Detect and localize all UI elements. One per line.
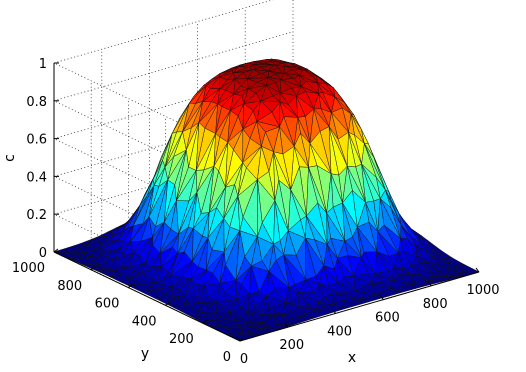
y-tick-label: 200	[169, 332, 194, 347]
mesh-triangle	[389, 288, 399, 297]
x-tick-label: 600	[375, 311, 400, 326]
y-tick-mark	[128, 284, 133, 289]
z-tick-label: 0.8	[26, 95, 47, 110]
x-tick-mark	[427, 281, 432, 287]
mesh-triangle	[422, 279, 435, 287]
axes	[53, 62, 480, 342]
y-tick-mark	[202, 319, 208, 324]
x-tick-mark	[379, 295, 384, 300]
mesh-triangle	[441, 276, 451, 282]
mesh-triangle	[292, 315, 303, 326]
wall-grid-line	[53, 62, 241, 153]
x-tick-label: 400	[327, 324, 352, 339]
x-tick-label: 0	[240, 352, 248, 367]
wall-grid-line	[53, 0, 274, 64]
y-tick-mark	[239, 337, 245, 342]
y-axis-label: y	[141, 346, 149, 362]
z-tick-label: 1	[39, 57, 47, 72]
mesh-triangle	[347, 299, 362, 309]
x-tick-label: 800	[423, 297, 448, 312]
z-axis-label: c	[2, 154, 18, 162]
wall-grid-line	[53, 213, 241, 304]
mesh-triangle	[312, 309, 321, 319]
y-tick-label: 800	[57, 279, 82, 294]
wall-grid-line	[53, 176, 241, 266]
y-tick-label: 600	[95, 297, 120, 312]
y-axis-line	[53, 251, 241, 342]
mesh-triangle	[368, 294, 380, 303]
mesh-triangle	[98, 232, 108, 237]
z-tick-label: 0	[39, 246, 47, 261]
x-tick-mark	[332, 309, 337, 314]
x-tick-mark	[475, 267, 480, 273]
y-tick-label: 400	[132, 314, 157, 329]
z-tick-label: 0.6	[26, 133, 47, 148]
z-tick-label: 0.2	[26, 208, 47, 223]
y-tick-mark	[90, 266, 96, 271]
y-tick-label: 0	[223, 350, 231, 365]
mesh-triangle	[403, 283, 416, 292]
y-tick-mark	[165, 301, 170, 306]
y-tick-label: 1000	[12, 261, 45, 276]
x-axis-label: x	[348, 350, 356, 366]
wall-grid-line	[53, 138, 241, 228]
surface	[53, 58, 480, 342]
x-axis-line	[239, 271, 480, 342]
x-tick-label: 1000	[466, 283, 499, 298]
x-tick-mark	[284, 322, 289, 328]
z-tick-label: 0.4	[26, 170, 47, 185]
x-tick-label: 200	[279, 338, 304, 353]
tick-labels: 020040060080010000200400600800100000.20.…	[12, 57, 500, 367]
wall-grid-line	[53, 100, 241, 191]
x-tick-mark	[236, 336, 241, 342]
wall-grid-line	[53, 31, 294, 102]
